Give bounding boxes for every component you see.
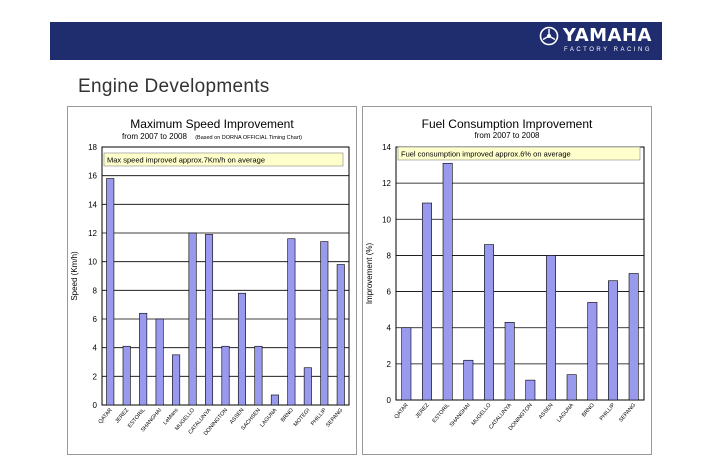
chart-title: Maximum Speed Improvement xyxy=(130,117,294,131)
y-tick-label: 12 xyxy=(88,229,97,238)
brand-subtitle: FACTORY RACING xyxy=(563,47,652,53)
plot-area xyxy=(395,146,645,401)
annotation-box: Fuel consumption improved approx.6% on a… xyxy=(397,146,641,161)
chart-subtitle-text: from 2007 to 2008 xyxy=(122,132,187,141)
x-tick-label: LAGUNA xyxy=(259,407,278,428)
bar xyxy=(442,162,453,401)
y-tick-label: 12 xyxy=(382,179,391,188)
x-tick-label: ASSEN xyxy=(538,402,555,420)
y-tick-label: 18 xyxy=(88,143,97,152)
bar xyxy=(303,367,312,406)
bar xyxy=(628,273,639,401)
y-tick-label: 6 xyxy=(93,315,98,324)
y-tick-label: 14 xyxy=(88,200,97,209)
header-banner: YAMAHA FACTORY RACING xyxy=(50,22,662,60)
x-tick-label: SEPANG xyxy=(325,407,344,428)
bar xyxy=(205,234,214,406)
x-tick-label: SEPANG xyxy=(618,402,637,423)
x-tick-label: QATAR xyxy=(394,402,410,420)
bar xyxy=(463,359,474,401)
y-tick-label: 4 xyxy=(93,344,98,353)
x-tick-label: LAGUNA xyxy=(556,402,575,423)
annotation-box: Max speed improved approx.7Km/h on avera… xyxy=(103,152,344,167)
annotation-text: Max speed improved approx.7Km/h on avera… xyxy=(107,156,265,165)
bar xyxy=(401,327,412,401)
x-tick-label: ESTORIL xyxy=(432,402,452,424)
x-tick-label: PHILLIP xyxy=(599,402,617,422)
brand-name: YAMAHA xyxy=(562,25,652,46)
bar xyxy=(546,255,556,401)
y-tick-label: 2 xyxy=(93,372,98,381)
bar xyxy=(422,202,432,401)
annotation-background xyxy=(103,152,344,167)
bar xyxy=(504,321,515,401)
bar xyxy=(139,312,148,406)
bar xyxy=(270,394,279,406)
x-tick-label: MUGELLO xyxy=(471,402,493,427)
y-tick-label: 14 xyxy=(382,143,391,152)
bar xyxy=(484,244,494,401)
bar xyxy=(320,241,329,406)
x-tick-label: SHANGHAI xyxy=(449,402,472,428)
bar xyxy=(336,264,345,406)
bar xyxy=(122,345,131,406)
x-tick-label: MOTEGI xyxy=(293,407,312,428)
annotation-background xyxy=(397,146,641,161)
bar xyxy=(287,238,296,406)
bar xyxy=(155,318,164,406)
y-tick-label: 4 xyxy=(387,324,392,333)
bar xyxy=(254,345,263,406)
page-title: Engine Developments xyxy=(78,76,270,97)
bar xyxy=(608,280,618,401)
y-tick-label: 2 xyxy=(387,360,392,369)
y-tick-label: 10 xyxy=(88,258,97,267)
bar xyxy=(525,379,536,401)
y-tick-label: 8 xyxy=(93,286,98,295)
x-tick-label: BRNO xyxy=(280,407,295,424)
bar xyxy=(566,374,577,401)
y-tick-label: 0 xyxy=(93,401,98,410)
max-speed-chart-panel: Maximum Speed Improvement from 2007 to 2… xyxy=(67,106,357,455)
chart-subtitle: from 2007 to 2008 (Based on DORNA OFFICI… xyxy=(68,132,356,141)
chart-subtitle: from 2007 to 2008 xyxy=(474,131,540,140)
fuel-consumption-chart-panel: Fuel Consumption Improvement from 2007 t… xyxy=(362,106,652,455)
bar xyxy=(172,354,181,406)
x-tick-label: ASSEN xyxy=(229,407,246,425)
y-axis-label: Improvement (%) xyxy=(365,242,374,304)
x-tick-label: JEREZ xyxy=(114,407,130,425)
y-tick-label: 10 xyxy=(382,215,391,224)
y-tick-label: 6 xyxy=(387,288,392,297)
x-tick-label: BRNO xyxy=(581,402,596,419)
tuning-fork-emblem-icon xyxy=(539,26,559,46)
y-tick-label: 0 xyxy=(387,396,392,405)
y-tick-label: 8 xyxy=(387,251,392,260)
bar xyxy=(188,232,197,406)
yamaha-logo: YAMAHA FACTORY RACING xyxy=(539,26,652,53)
y-axis-label: Speed (Km/h) xyxy=(70,251,79,301)
y-tick-label: 16 xyxy=(88,172,97,181)
bar xyxy=(237,292,246,406)
bar xyxy=(221,345,230,406)
annotation-text: Fuel consumption improved approx.6% on a… xyxy=(401,150,571,159)
chart-title: Fuel Consumption Improvement xyxy=(421,117,593,131)
bar xyxy=(587,302,598,401)
chart-subtitle-note: (Based on DORNA OFFICIAL Timing Chart) xyxy=(195,135,302,141)
bar xyxy=(106,178,115,406)
fuel-consumption-bar-chart: 0 2 4 6 8 10 12 14 Improvement (%) QATAR JEREZ ESTO… xyxy=(365,143,645,432)
x-tick-label: JEREZ xyxy=(415,402,431,420)
x-tick-label: QATAR xyxy=(98,407,114,425)
